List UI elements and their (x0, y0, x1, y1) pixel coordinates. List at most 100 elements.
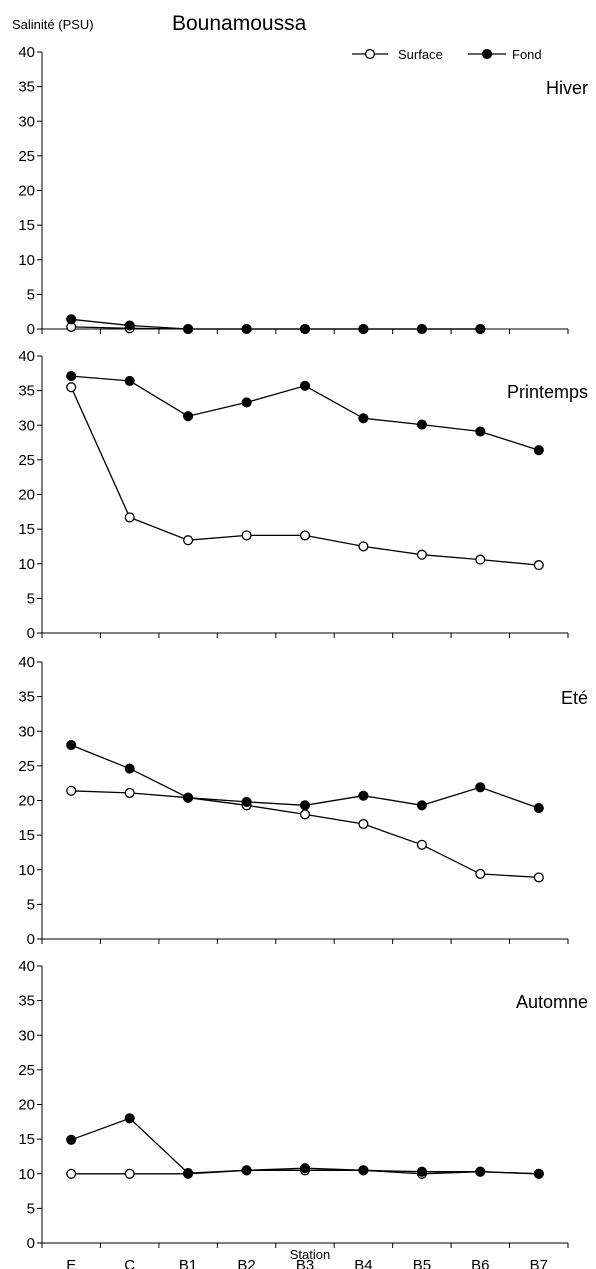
legend-surface-label: Surface (398, 47, 443, 62)
data-point-fond (124, 1113, 135, 1124)
y-tick-label: 35 (18, 383, 35, 400)
y-tick-label: 20 (18, 793, 35, 810)
x-tick-label: B5 (413, 1257, 431, 1269)
data-point-surface (358, 818, 369, 830)
data-point-fond (66, 740, 77, 751)
y-tick-label: 15 (18, 827, 35, 844)
y-tick-label: 40 (18, 958, 35, 975)
panel-eté: 0 5 10 15 20 25 30 35 40 Eté (18, 654, 588, 948)
legend-fond-marker (481, 48, 493, 60)
y-tick-label: 0 (27, 625, 35, 642)
data-point-fond (416, 323, 427, 335)
data-point-fond (416, 800, 427, 811)
y-tick-label: 30 (18, 723, 35, 740)
y-tick-label: 35 (18, 993, 35, 1010)
x-tick-label: B3 (296, 1257, 314, 1269)
data-point-fond (533, 445, 544, 456)
data-point-surface (299, 530, 311, 541)
data-point-surface (241, 530, 252, 541)
data-point-surface (124, 787, 135, 798)
data-point-surface (299, 809, 311, 820)
data-point-surface (475, 554, 486, 565)
x-tick-label: C (124, 1257, 135, 1269)
y-tick-label: 35 (18, 79, 35, 96)
y-tick-label: 35 (18, 689, 35, 706)
y-tick-label: 15 (18, 1131, 35, 1148)
y-tick-label: 5 (27, 896, 35, 913)
y-tick-label: 40 (18, 44, 35, 61)
x-tick-label: B6 (471, 1257, 489, 1269)
data-point-surface (533, 872, 544, 883)
legend-fond-label: Fond (512, 47, 542, 62)
y-tick-label: 15 (18, 217, 35, 234)
data-point-fond (416, 1166, 427, 1177)
data-point-fond (416, 419, 427, 430)
data-point-fond (299, 1163, 311, 1174)
legend: Surface Fond (352, 47, 542, 62)
y-tick-label: 25 (18, 1062, 35, 1079)
y-tick-label: 20 (18, 1097, 35, 1114)
y-tick-label: 10 (18, 252, 35, 269)
panel-printemps: 0 5 10 15 20 25 30 35 40 Printemps (18, 348, 588, 642)
panel-title: Eté (561, 688, 588, 708)
data-point-fond (241, 397, 252, 408)
data-point-fond (183, 792, 194, 803)
data-point-surface (533, 560, 544, 571)
data-point-surface (475, 868, 486, 879)
y-tick-label: 25 (18, 758, 35, 775)
legend-surface-marker (364, 48, 376, 60)
data-point-surface (124, 512, 135, 523)
data-point-fond (299, 380, 311, 391)
data-point-fond (475, 323, 486, 335)
data-point-fond (475, 782, 486, 793)
data-point-surface (66, 382, 77, 393)
data-point-surface (416, 549, 427, 560)
y-axis-label: Salinité (PSU) (12, 17, 94, 32)
data-point-fond (241, 796, 252, 807)
data-point-fond (358, 790, 369, 801)
data-point-fond (299, 323, 311, 335)
data-point-fond (183, 411, 194, 422)
chart-title: Bounamoussa (172, 12, 307, 35)
data-point-fond (241, 1165, 252, 1176)
y-tick-label: 5 (27, 590, 35, 607)
data-point-fond (183, 323, 194, 335)
y-tick-label: 25 (18, 148, 35, 165)
data-point-fond (358, 323, 369, 335)
y-tick-label: 10 (18, 862, 35, 879)
data-point-fond (358, 413, 369, 424)
data-point-fond (241, 323, 252, 335)
data-point-fond (66, 1134, 77, 1145)
data-point-fond (124, 763, 135, 774)
panel-title: Printemps (507, 382, 588, 402)
y-tick-label: 30 (18, 1027, 35, 1044)
panel-title: Automne (516, 992, 588, 1012)
y-tick-label: 0 (27, 321, 35, 338)
panel-automne: 0 5 10 15 20 25 30 35 40 Automne (18, 958, 588, 1252)
y-tick-label: 5 (27, 1200, 35, 1217)
data-point-fond (66, 371, 77, 382)
y-tick-label: 20 (18, 183, 35, 200)
x-tick-label: B1 (179, 1257, 197, 1269)
x-tick-label: B4 (354, 1257, 372, 1269)
data-point-fond (533, 1168, 544, 1179)
data-point-surface (183, 535, 194, 546)
data-point-fond (183, 1168, 194, 1179)
data-point-fond (299, 800, 311, 811)
y-tick-label: 40 (18, 654, 35, 671)
y-tick-label: 5 (27, 286, 35, 303)
data-point-fond (124, 320, 135, 331)
y-tick-label: 10 (18, 1166, 35, 1183)
series-line-fond (70, 744, 540, 809)
y-tick-label: 30 (18, 417, 35, 434)
data-point-fond (124, 375, 135, 386)
data-point-surface (358, 541, 369, 552)
data-point-surface (66, 1168, 77, 1179)
data-point-fond (475, 1166, 486, 1177)
x-tick-label: B2 (237, 1257, 255, 1269)
y-tick-label: 20 (18, 487, 35, 504)
x-tick-label: E (66, 1257, 76, 1269)
y-tick-label: 10 (18, 556, 35, 573)
y-tick-label: 25 (18, 452, 35, 469)
